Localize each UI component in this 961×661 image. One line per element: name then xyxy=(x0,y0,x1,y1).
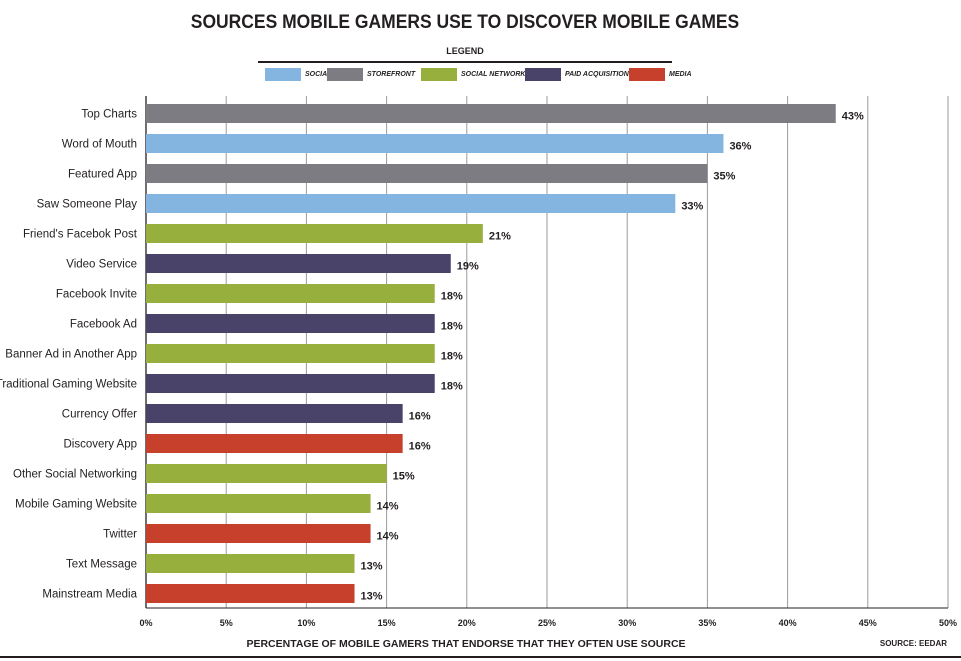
value-label: 36% xyxy=(729,141,751,153)
value-label: 14% xyxy=(377,501,399,513)
legend-label-social-network: SOCIAL NETWORK xyxy=(461,70,526,78)
x-tick-label: 45% xyxy=(859,618,877,628)
value-label: 16% xyxy=(409,441,431,453)
category-label: Facebook Invite xyxy=(56,289,137,301)
category-label: Facebook Ad xyxy=(70,319,137,331)
value-label: 43% xyxy=(842,111,864,123)
value-label: 15% xyxy=(393,471,415,483)
category-label: Twitter xyxy=(103,529,137,541)
category-label: Mainstream Media xyxy=(42,589,137,601)
category-label: Saw Someone Play xyxy=(37,199,138,211)
category-label: Mobile Gaming Website xyxy=(15,499,137,511)
bar xyxy=(146,134,724,153)
category-label: Video Service xyxy=(66,259,137,271)
x-tick-label: 0% xyxy=(139,618,152,628)
bar xyxy=(146,224,483,243)
category-label: Word of Mouth xyxy=(62,139,137,151)
value-label: 18% xyxy=(441,291,463,303)
value-label: 14% xyxy=(377,531,399,543)
bar xyxy=(146,524,371,543)
legend-swatch-social xyxy=(265,67,301,81)
legend-label-social: SOCIAL xyxy=(305,70,332,78)
x-axis-label: PERCENTAGE OF MOBILE GAMERS THAT ENDORSE… xyxy=(246,638,686,650)
x-tick-label: 20% xyxy=(458,618,476,628)
value-label: 18% xyxy=(441,321,463,333)
value-label: 13% xyxy=(361,591,383,603)
source-note: SOURCE: EEDAR xyxy=(879,639,947,648)
bar xyxy=(146,464,387,483)
legend-item-paid-acquisition: PAID ACQUISITION xyxy=(525,67,629,81)
bar xyxy=(146,314,435,333)
x-tick-label: 30% xyxy=(618,618,636,628)
category-label: Currency Offer xyxy=(62,409,137,421)
legend-item-social-network: SOCIAL NETWORK xyxy=(421,67,525,81)
legend-swatch-social-network xyxy=(421,67,457,81)
category-label: Top Charts xyxy=(81,109,137,121)
bar xyxy=(146,104,836,123)
x-tick-label: 35% xyxy=(698,618,716,628)
legend-swatch-paid-acquisition xyxy=(525,67,561,81)
bar xyxy=(146,404,403,423)
bar xyxy=(146,554,355,573)
x-tick-label: 25% xyxy=(538,618,556,628)
legend: SOCIAL STOREFRONT SOCIAL NETWORK PAID AC… xyxy=(265,67,692,81)
chart-title: SOURCES MOBILE GAMERS USE TO DISCOVER MO… xyxy=(190,12,740,33)
legend-label-paid-acquisition: PAID ACQUISITION xyxy=(565,70,629,78)
legend-title: LEGEND xyxy=(446,46,484,56)
category-label: Banner Ad in Another App xyxy=(5,349,137,361)
x-tick-label: 50% xyxy=(939,618,957,628)
legend-swatch-media xyxy=(629,67,665,81)
bottom-divider xyxy=(0,656,961,658)
value-label: 16% xyxy=(409,411,431,423)
bar xyxy=(146,194,676,213)
bar xyxy=(146,494,371,513)
value-label: 13% xyxy=(361,561,383,573)
legend-swatch-storefront xyxy=(327,67,363,81)
legend-label-media: MEDIA xyxy=(669,70,692,78)
x-tick-label: 10% xyxy=(297,618,315,628)
legend-item-social: SOCIAL xyxy=(265,67,331,81)
bar xyxy=(146,284,435,303)
bar xyxy=(146,344,435,363)
x-tick-label: 40% xyxy=(779,618,797,628)
x-tick-label: 5% xyxy=(220,618,233,628)
category-label: Other Social Networking xyxy=(13,469,137,481)
bar xyxy=(146,374,435,393)
bar xyxy=(146,434,403,453)
bar xyxy=(146,164,708,183)
category-label: Friend's Facebok Post xyxy=(23,229,138,241)
value-label: 19% xyxy=(457,261,479,273)
value-label: 18% xyxy=(441,351,463,363)
legend-divider xyxy=(258,61,672,63)
category-label: Traditional Gaming Website xyxy=(0,379,137,391)
value-label: 33% xyxy=(681,201,703,213)
category-label: Text Message xyxy=(66,559,137,571)
category-label: Discovery App xyxy=(63,439,137,451)
bar xyxy=(146,584,355,603)
value-label: 35% xyxy=(713,171,735,183)
legend-item-media: MEDIA xyxy=(629,67,692,81)
value-label: 18% xyxy=(441,381,463,393)
legend-item-storefront: STOREFRONT xyxy=(327,67,415,81)
bar xyxy=(146,254,451,273)
value-label: 21% xyxy=(489,231,511,243)
x-tick-label: 15% xyxy=(378,618,396,628)
category-label: Featured App xyxy=(68,169,137,181)
legend-label-storefront: STOREFRONT xyxy=(367,70,416,78)
